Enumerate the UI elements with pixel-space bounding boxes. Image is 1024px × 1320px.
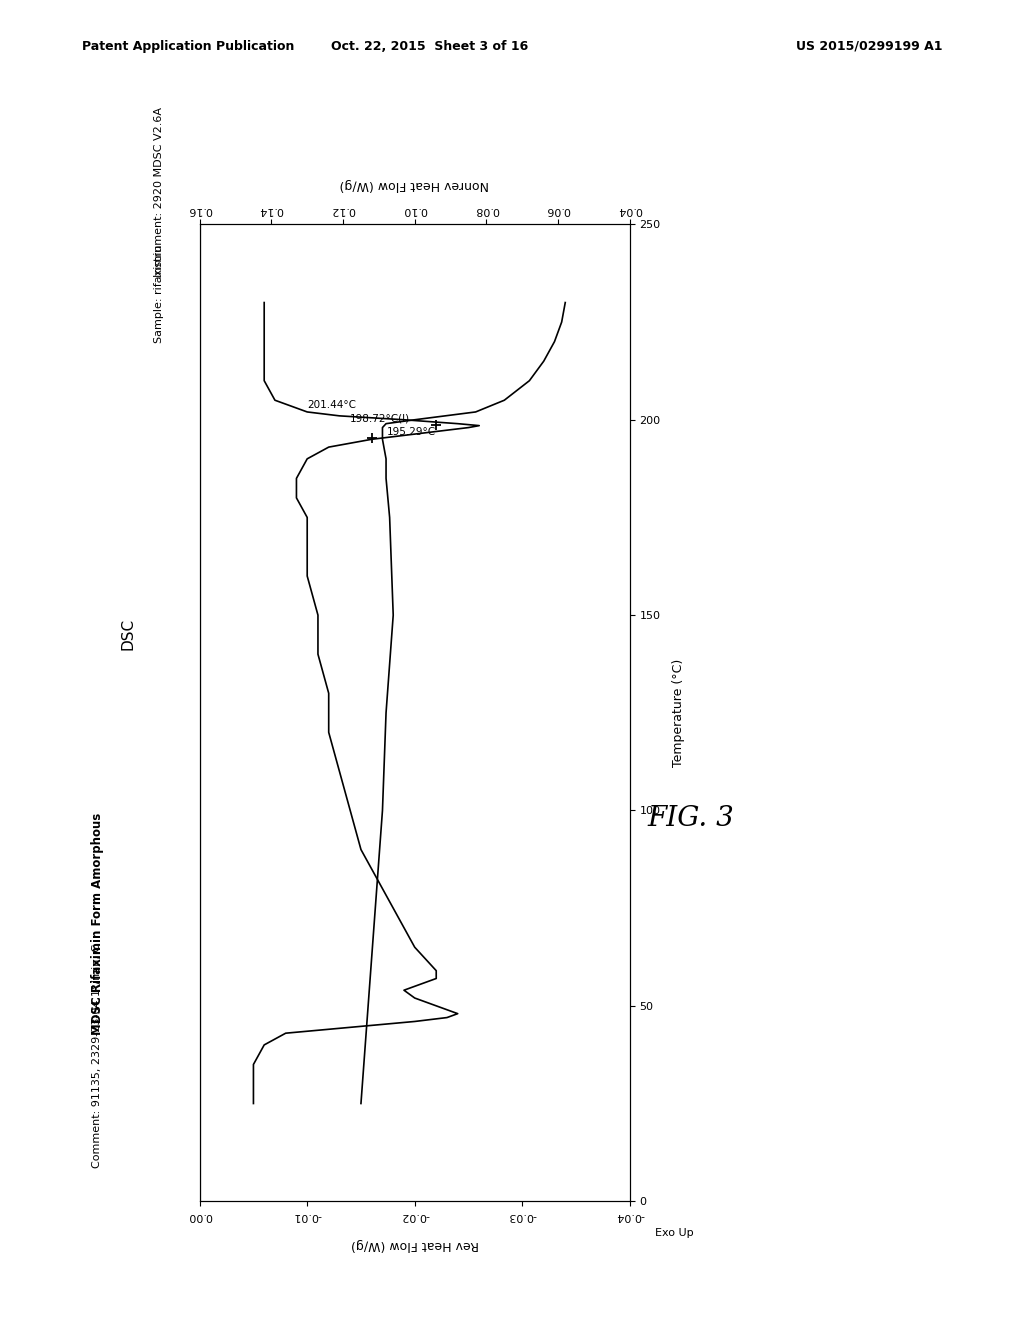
Text: DSC: DSC [121, 618, 135, 649]
Text: US 2015/0299199 A1: US 2015/0299199 A1 [796, 40, 942, 53]
X-axis label: Rev Heat Flow (W/g): Rev Heat Flow (W/g) [350, 1238, 479, 1250]
Y-axis label: Temperature (°C): Temperature (°C) [672, 659, 685, 767]
Text: Instrument: 2920 MDSC V2.6A: Instrument: 2920 MDSC V2.6A [154, 107, 164, 277]
Text: 195.29°C: 195.29°C [387, 428, 436, 437]
Text: FIG. 3: FIG. 3 [648, 805, 734, 832]
Text: Oct. 22, 2015  Sheet 3 of 16: Oct. 22, 2015 Sheet 3 of 16 [332, 40, 528, 53]
Text: Sample: rifaximin: Sample: rifaximin [154, 244, 164, 343]
Text: Comment: 91135, 2329-23-04,1°/min, C: Comment: 91135, 2329-23-04,1°/min, C [92, 944, 102, 1168]
X-axis label: Nonrev Heat Flow (W/g): Nonrev Heat Flow (W/g) [340, 178, 489, 191]
Text: 198.72°C(I): 198.72°C(I) [350, 413, 411, 424]
Text: Patent Application Publication: Patent Application Publication [82, 40, 294, 53]
Text: 201.44°C: 201.44°C [307, 400, 356, 411]
Text: MDSC Rifaximin Form Amorphous: MDSC Rifaximin Form Amorphous [91, 813, 103, 1035]
Text: Exo Up: Exo Up [655, 1228, 694, 1238]
